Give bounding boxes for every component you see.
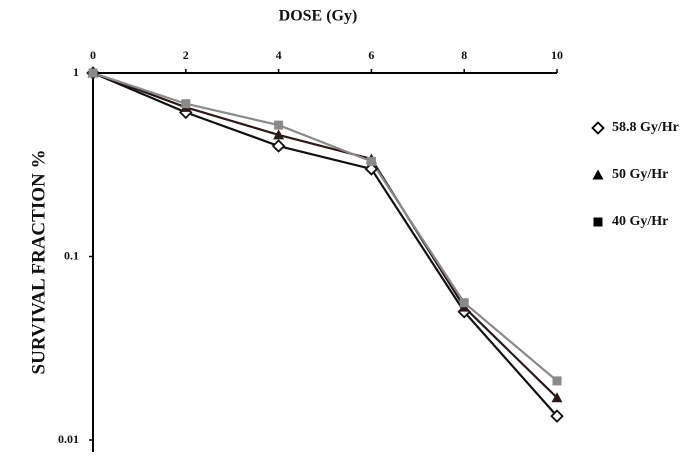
marker <box>552 376 562 386</box>
x-tick-label: 0 <box>90 48 96 62</box>
legend-label: 50 Gy/Hr <box>612 167 668 182</box>
marker <box>366 156 376 166</box>
marker <box>591 121 605 135</box>
x-tick-label: 8 <box>461 48 467 62</box>
marker <box>593 217 603 227</box>
marker <box>364 162 379 176</box>
marker <box>459 298 469 308</box>
marker <box>274 120 284 130</box>
x-tick-label: 2 <box>183 48 189 62</box>
x-axis-label: DOSE (Gy) <box>279 8 358 25</box>
marker <box>181 99 191 109</box>
series-line <box>92 71 558 399</box>
y-tick-label: 0.1 <box>64 248 79 262</box>
y-tick-label: 0.01 <box>58 432 79 446</box>
series-line <box>92 71 558 417</box>
x-tick-label: 6 <box>368 48 374 62</box>
series-line <box>92 71 558 382</box>
marker <box>592 169 604 180</box>
y-axis-label: SURVIVAL FRACTION % <box>28 150 49 375</box>
marker <box>550 409 564 423</box>
marker <box>88 68 98 78</box>
y-tick-label: 1 <box>73 65 79 79</box>
x-tick-label: 4 <box>276 48 282 62</box>
legend-label: 58.8 Gy/Hr <box>612 120 679 135</box>
marker <box>271 139 286 153</box>
x-tick-label: 10 <box>551 48 563 62</box>
marker <box>273 129 285 140</box>
marker <box>551 392 563 403</box>
legend-label: 40 Gy/Hr <box>612 214 668 229</box>
